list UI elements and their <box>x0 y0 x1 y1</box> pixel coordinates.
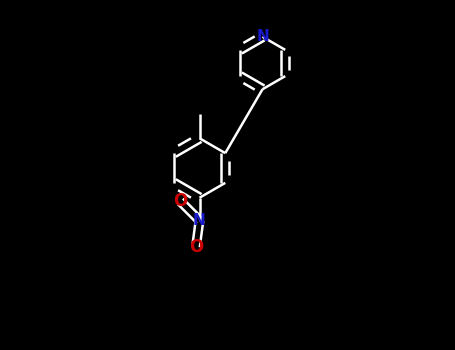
Text: O: O <box>173 192 187 210</box>
Text: N: N <box>256 29 269 44</box>
Text: N: N <box>193 213 206 228</box>
Text: O: O <box>189 238 203 256</box>
